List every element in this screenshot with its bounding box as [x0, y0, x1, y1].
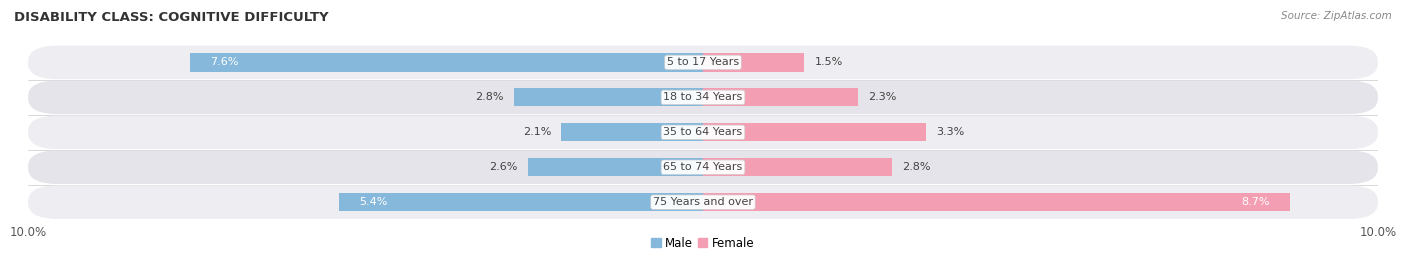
Text: 3.3%: 3.3%: [936, 127, 965, 137]
FancyBboxPatch shape: [28, 80, 1378, 114]
Text: 8.7%: 8.7%: [1241, 197, 1270, 207]
FancyBboxPatch shape: [28, 150, 1378, 184]
Text: 35 to 64 Years: 35 to 64 Years: [664, 127, 742, 137]
Bar: [339, 193, 703, 211]
Text: 1.5%: 1.5%: [814, 58, 842, 68]
FancyBboxPatch shape: [28, 185, 1378, 219]
Bar: [703, 193, 1291, 211]
Bar: [703, 88, 858, 106]
Text: Source: ZipAtlas.com: Source: ZipAtlas.com: [1281, 11, 1392, 21]
Text: 2.1%: 2.1%: [523, 127, 551, 137]
Legend: Male, Female: Male, Female: [647, 232, 759, 255]
Text: 75 Years and over: 75 Years and over: [652, 197, 754, 207]
Bar: [703, 53, 804, 72]
Text: 65 to 74 Years: 65 to 74 Years: [664, 162, 742, 172]
Text: 18 to 34 Years: 18 to 34 Years: [664, 92, 742, 102]
Bar: [190, 53, 703, 72]
FancyBboxPatch shape: [28, 46, 1378, 79]
Text: 2.8%: 2.8%: [475, 92, 503, 102]
Text: 5.4%: 5.4%: [359, 197, 387, 207]
Bar: [515, 88, 703, 106]
Text: DISABILITY CLASS: COGNITIVE DIFFICULTY: DISABILITY CLASS: COGNITIVE DIFFICULTY: [14, 11, 329, 24]
Text: 7.6%: 7.6%: [211, 58, 239, 68]
Text: 2.3%: 2.3%: [869, 92, 897, 102]
Bar: [703, 123, 925, 141]
Text: 5 to 17 Years: 5 to 17 Years: [666, 58, 740, 68]
Bar: [561, 123, 703, 141]
FancyBboxPatch shape: [28, 116, 1378, 149]
Bar: [527, 158, 703, 176]
Text: 2.8%: 2.8%: [903, 162, 931, 172]
Bar: [703, 158, 891, 176]
Text: 2.6%: 2.6%: [489, 162, 517, 172]
